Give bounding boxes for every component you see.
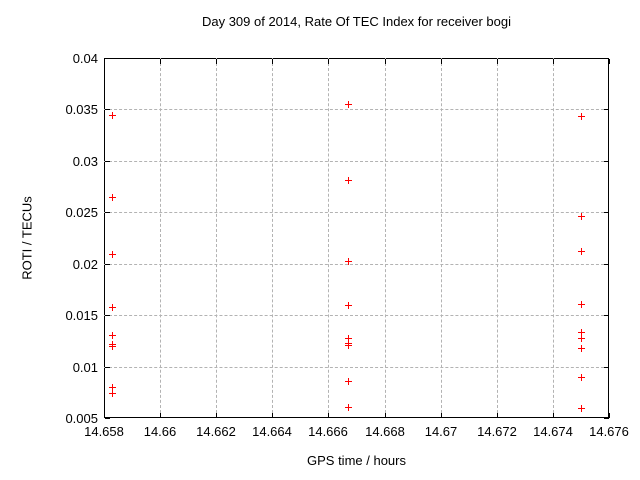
y-tick [105,212,110,213]
x-tick [216,59,217,64]
y-tick-label: 0.015 [65,308,98,323]
y-tick [105,161,110,162]
y-gridline [104,161,609,162]
y-tick [604,264,609,265]
y-tick-label: 0.01 [72,360,98,375]
x-tick [553,413,554,418]
data-point-marker [109,304,116,311]
data-point-marker [578,345,585,352]
x-gridline [216,58,217,418]
x-gridline [553,58,554,418]
data-point-marker [109,332,116,339]
y-tick [105,58,110,59]
y-tick [105,264,110,265]
y-tick [105,315,110,316]
y-tick-label: 0.035 [65,102,98,117]
data-point-marker [578,213,585,220]
plot-area [104,58,609,418]
x-tick [272,413,273,418]
x-tick-label: 14.674 [533,424,573,439]
x-tick [385,59,386,64]
x-gridline [328,58,329,418]
data-point-marker [345,302,352,309]
y-axis-label: ROTI / TECUs [19,196,35,280]
y-tick-label: 0.03 [72,154,98,169]
data-point-marker [578,329,585,336]
x-tick [328,413,329,418]
x-tick [104,59,105,64]
data-point-marker [345,177,352,184]
y-tick [604,58,609,59]
x-tick [328,59,329,64]
x-tick-label: 14.658 [84,424,124,439]
y-tick-label: 0.04 [72,51,98,66]
data-point-marker [345,378,352,385]
x-tick-label: 14.666 [308,424,348,439]
data-point-marker [578,301,585,308]
y-gridline [104,212,609,213]
data-point-marker [109,343,116,350]
x-tick [497,59,498,64]
x-gridline [497,58,498,418]
y-gridline [104,109,609,110]
x-tick-label: 14.662 [196,424,236,439]
x-tick-label: 14.672 [477,424,517,439]
y-tick [604,418,609,419]
data-point-marker [578,335,585,342]
data-point-marker [109,251,116,258]
x-gridline [160,58,161,418]
y-tick [604,109,609,110]
data-point-marker [109,384,116,391]
y-gridline [104,367,609,368]
chart-title: Day 309 of 2014, Rate Of TEC Index for r… [201,14,512,29]
x-tick [160,59,161,64]
data-point-marker [578,405,585,412]
x-gridline [272,58,273,418]
data-point-marker [578,248,585,255]
x-tick [385,413,386,418]
x-tick [160,413,161,418]
data-point-marker [345,404,352,411]
y-gridline [104,264,609,265]
data-point-marker [345,342,352,349]
data-point-marker [345,258,352,265]
x-tick-label: 14.664 [252,424,292,439]
y-gridline [104,315,609,316]
x-tick [272,59,273,64]
y-tick [604,367,609,368]
x-tick [609,413,610,418]
x-axis-label: GPS time / hours [307,453,406,468]
y-tick [604,212,609,213]
data-point-marker [578,374,585,381]
data-point-marker [345,335,352,342]
x-tick-label: 14.67 [424,424,458,439]
x-gridline [385,58,386,418]
x-tick-label: 14.676 [589,424,629,439]
x-tick-label: 14.66 [143,424,177,439]
x-tick [441,413,442,418]
y-tick [105,367,110,368]
y-tick-label: 0.02 [72,257,98,272]
x-tick [609,59,610,64]
data-point-marker [109,390,116,397]
x-tick-label: 14.668 [365,424,405,439]
y-tick [604,315,609,316]
y-tick-label: 0.025 [65,205,98,220]
y-tick [105,418,110,419]
x-tick [497,413,498,418]
y-tick [604,161,609,162]
data-point-marker [109,112,116,119]
data-point-marker [345,101,352,108]
x-tick [104,413,105,418]
x-tick [441,59,442,64]
data-point-marker [109,194,116,201]
y-tick-label: 0.005 [65,411,98,426]
y-tick [105,109,110,110]
data-point-marker [578,113,585,120]
x-tick [553,59,554,64]
x-tick [216,413,217,418]
x-gridline [441,58,442,418]
